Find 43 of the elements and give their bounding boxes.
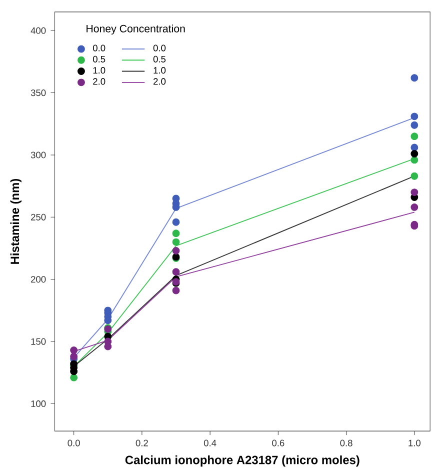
point (410, 144, 418, 152)
legend-title: Honey Concentration (86, 24, 185, 35)
point (410, 74, 418, 82)
point (410, 156, 418, 164)
point (70, 352, 78, 360)
x-tick-label: 0.6 (272, 440, 284, 446)
legend-label: 1.0 (154, 67, 166, 74)
x-tick-label: 0.8 (340, 440, 352, 446)
point (172, 238, 180, 246)
y-axis-title: Histamine (nm) (10, 178, 22, 264)
y-tick-label: 150 (31, 338, 46, 345)
point (172, 247, 180, 254)
point (410, 203, 418, 211)
point (172, 218, 180, 226)
point (410, 132, 418, 140)
x-tick-label: 1.0 (408, 440, 420, 446)
point (70, 374, 78, 382)
legend-label: 0.5 (153, 56, 166, 62)
x-tick-label: 0.2 (136, 440, 148, 446)
legend-label: 2.0 (93, 78, 106, 85)
x-tick-label: 0.0 (68, 440, 80, 446)
x-axis-title: Calcium ionophore A23187 (micro moles) (125, 455, 360, 467)
point (410, 150, 418, 158)
y-tick-label: 200 (31, 276, 46, 283)
y-tick-label: 300 (30, 152, 46, 158)
point (410, 172, 418, 180)
legend-label: 2.0 (153, 78, 166, 85)
y-tick-label: 350 (30, 90, 46, 96)
legend-label: 1.0 (93, 67, 106, 74)
point (172, 230, 180, 238)
y-tick-label: 250 (31, 214, 46, 220)
x-tick-label: 0.4 (204, 440, 216, 446)
point (410, 112, 418, 120)
y-tick-label: 400 (30, 27, 46, 34)
point (410, 121, 418, 129)
y-tick-label: 100 (31, 400, 46, 407)
legend-label: 0.0 (92, 44, 106, 52)
point (70, 346, 78, 354)
legend-label: 0.5 (92, 56, 106, 62)
point (172, 268, 180, 276)
legend-label: 0.0 (153, 44, 166, 52)
point (172, 286, 180, 294)
point (410, 188, 418, 196)
